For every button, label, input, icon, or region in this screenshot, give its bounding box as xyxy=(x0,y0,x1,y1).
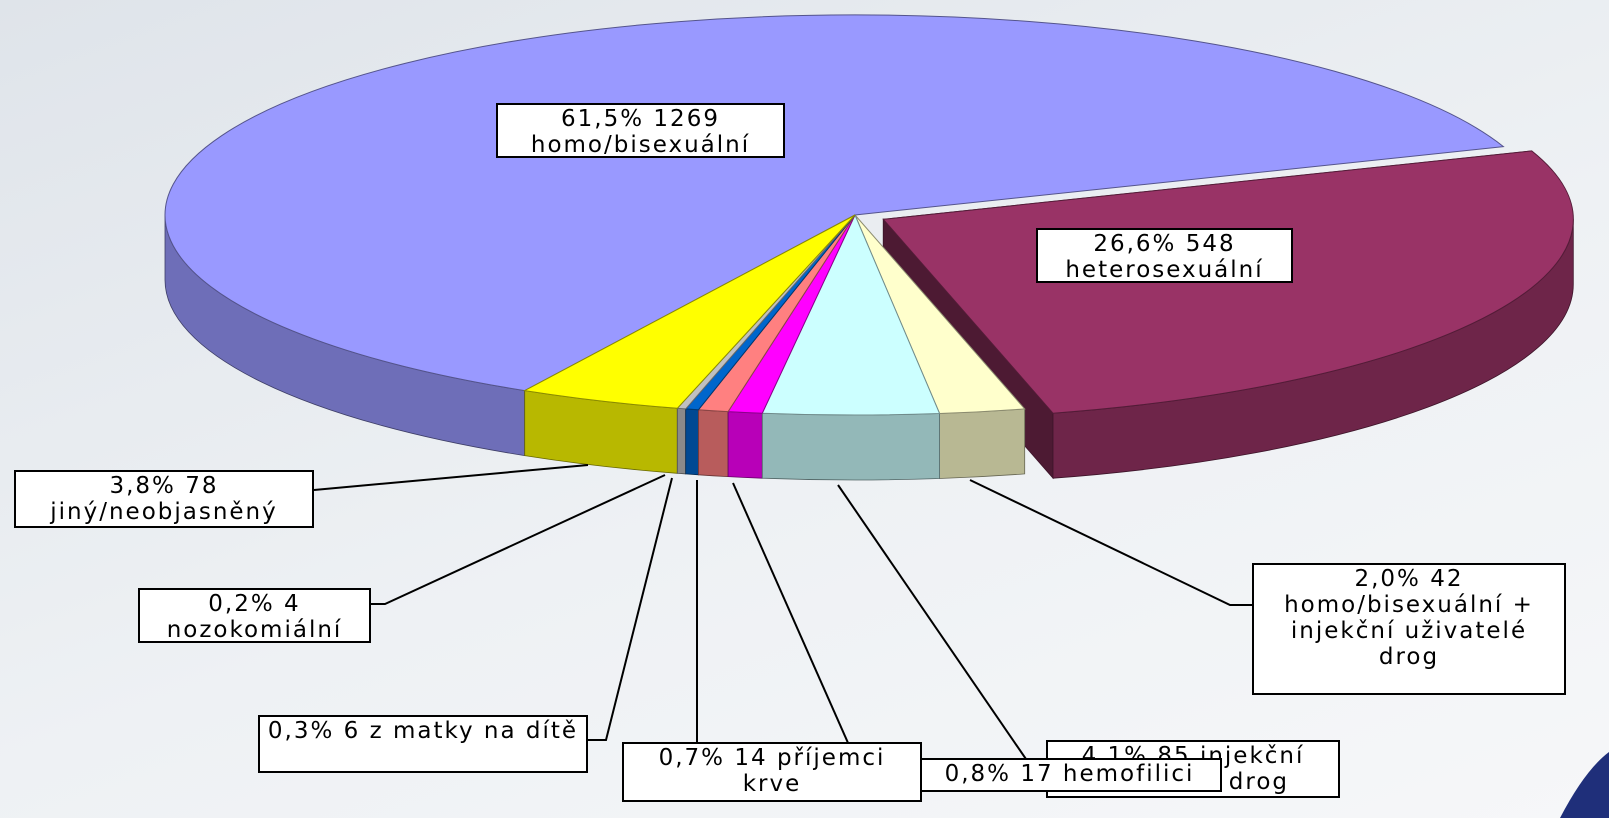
label-name: z matky na dítě xyxy=(369,718,579,744)
label-percent: 0,2% xyxy=(208,591,275,617)
label-count: 17 xyxy=(1020,761,1054,787)
label-count: 4 xyxy=(284,591,301,617)
data-label: 61,5% 1269 homo/bisexuální xyxy=(496,103,785,158)
pie xyxy=(164,14,1574,481)
leader-line xyxy=(588,477,673,741)
slice xyxy=(523,214,856,409)
slice xyxy=(761,213,941,416)
slice-side xyxy=(939,408,1026,479)
corner-decoration xyxy=(1560,752,1609,818)
label-percent: 3,8% xyxy=(109,473,176,499)
data-label: 26,6% 548 heterosexuální xyxy=(1036,228,1293,283)
slice-side xyxy=(761,412,940,481)
label-name: homo/bisexuální xyxy=(530,132,751,158)
data-label: 0,7% 14 příjemci krve xyxy=(622,742,922,802)
label-percent: 61,5% xyxy=(561,106,645,132)
label-percent: 26,6% xyxy=(1093,231,1177,257)
label-percent: 0,8% xyxy=(944,761,1011,787)
leaders xyxy=(313,464,1252,771)
label-count: 14 xyxy=(734,745,768,771)
leader-line xyxy=(732,482,861,771)
slice-side xyxy=(698,409,729,478)
label-percent: 0,3% xyxy=(267,718,335,744)
leader-line xyxy=(371,474,666,605)
leader-line xyxy=(313,464,589,491)
label-count: 78 xyxy=(185,473,219,499)
label-name: homo/bisexuální + injekční uživatelé dro… xyxy=(1284,592,1534,670)
data-label: 2,0% 42 homo/bisexuální + injekční uživa… xyxy=(1252,563,1566,695)
data-label: 0,8% 17 hemofilici xyxy=(917,758,1222,792)
label-name: příjemci krve xyxy=(742,745,886,797)
data-label: 0,2% 4 nozokomiální xyxy=(138,588,371,643)
leader-line xyxy=(837,484,1029,763)
label-name: jiný/neobjasněný xyxy=(50,499,278,525)
label-name: heterosexuální xyxy=(1065,257,1264,283)
label-count: 1269 xyxy=(653,106,720,132)
label-count: 6 xyxy=(343,718,361,744)
data-label: 3,8% 78 jiný/neobjasněný xyxy=(14,470,314,528)
label-count: 548 xyxy=(1185,231,1236,257)
label-percent: 0,7% xyxy=(658,745,726,771)
label-count: 42 xyxy=(1430,566,1464,592)
label-name: hemofilici xyxy=(1062,761,1195,787)
label-percent: 2,0% xyxy=(1354,566,1421,592)
data-label: 0,3% 6 z matky na dítě xyxy=(258,715,588,773)
slice-side xyxy=(676,407,687,475)
slice-side xyxy=(727,411,763,479)
label-name: nozokomiální xyxy=(166,617,343,643)
slice-side xyxy=(685,408,699,476)
leader-line xyxy=(969,479,1252,606)
